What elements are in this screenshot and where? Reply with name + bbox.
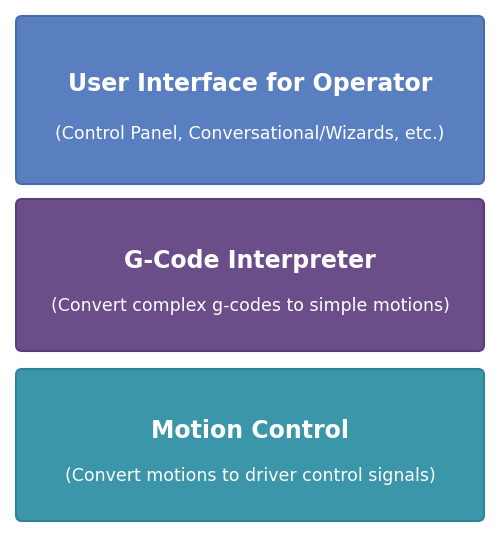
FancyBboxPatch shape xyxy=(16,16,484,184)
FancyBboxPatch shape xyxy=(16,199,484,351)
Text: (Control Panel, Conversational/Wizards, etc.): (Control Panel, Conversational/Wizards, … xyxy=(56,125,444,143)
Text: G-Code Interpreter: G-Code Interpreter xyxy=(124,249,376,273)
FancyBboxPatch shape xyxy=(16,369,484,521)
Text: (Convert complex g-codes to simple motions): (Convert complex g-codes to simple motio… xyxy=(50,297,450,315)
Text: Motion Control: Motion Control xyxy=(151,419,349,443)
Text: (Convert motions to driver control signals): (Convert motions to driver control signa… xyxy=(64,467,436,485)
Text: User Interface for Operator: User Interface for Operator xyxy=(68,73,432,96)
